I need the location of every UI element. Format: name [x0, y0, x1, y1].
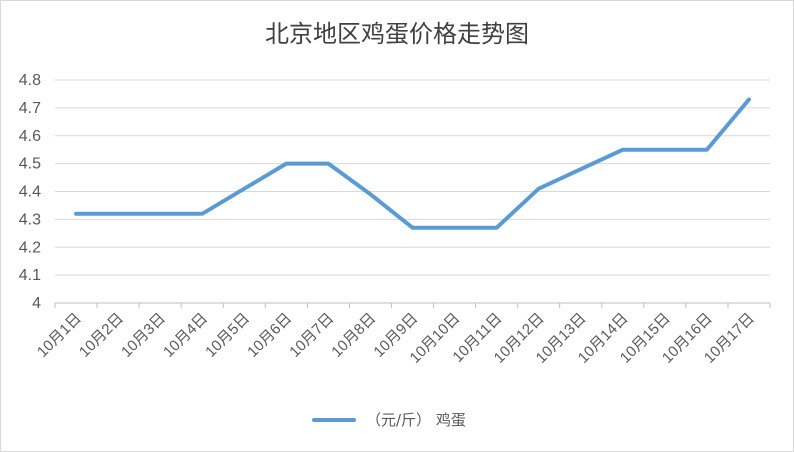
- data-point: [453, 226, 457, 230]
- data-point: [200, 212, 204, 216]
- x-tick-label: 10月6日: [244, 310, 295, 361]
- y-tick-label: 4.1: [19, 267, 41, 284]
- data-point: [368, 192, 372, 196]
- chart-title: 北京地区鸡蛋价格走势图: [265, 20, 529, 48]
- data-point: [537, 187, 541, 191]
- legend-label: （元/斤） 鸡蛋: [366, 411, 466, 429]
- y-tick-label: 4.2: [19, 239, 41, 256]
- data-point: [284, 162, 288, 166]
- x-tick-label: 10月5日: [202, 310, 253, 361]
- x-tick-label: 10月3日: [118, 310, 169, 361]
- x-tick-label: 10月1日: [34, 310, 85, 361]
- y-tick-label: 4.6: [19, 128, 41, 145]
- data-point: [621, 148, 625, 152]
- data-point: [663, 148, 667, 152]
- legend: （元/斤） 鸡蛋: [312, 409, 466, 430]
- data-point: [116, 212, 120, 216]
- legend-line-swatch: [312, 417, 356, 422]
- data-point: [705, 148, 709, 152]
- x-tick-label: 10月8日: [328, 310, 379, 361]
- x-tick-label: 10月4日: [160, 310, 211, 361]
- data-point: [158, 212, 162, 216]
- y-tick-label: 4: [32, 295, 41, 312]
- data-point: [74, 212, 78, 216]
- data-point: [242, 187, 246, 191]
- data-point: [747, 98, 751, 102]
- y-tick-label: 4.4: [19, 184, 41, 201]
- y-tick-label: 4.3: [19, 211, 41, 228]
- data-point: [411, 226, 414, 230]
- y-tick-label: 4.5: [19, 156, 41, 173]
- data-point: [495, 226, 499, 230]
- data-point: [326, 162, 330, 166]
- y-tick-label: 4.7: [19, 100, 41, 117]
- x-tick-label: 10月7日: [286, 310, 337, 361]
- data-point: [579, 167, 583, 171]
- x-tick-label: 10月2日: [76, 310, 127, 361]
- y-tick-label: 4.8: [19, 72, 41, 89]
